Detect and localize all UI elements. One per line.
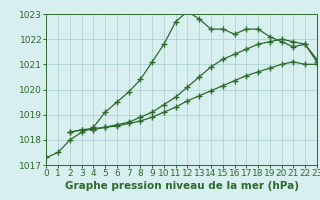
X-axis label: Graphe pression niveau de la mer (hPa): Graphe pression niveau de la mer (hPa): [65, 181, 299, 191]
